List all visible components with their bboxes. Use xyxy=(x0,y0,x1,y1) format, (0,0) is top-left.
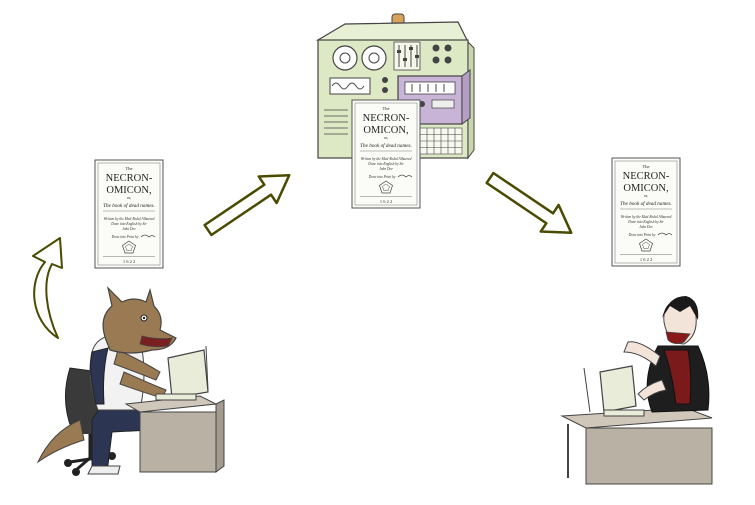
arrow-icon-download xyxy=(485,171,573,235)
arrow-icon-upload xyxy=(203,173,291,237)
book-icon-right xyxy=(611,157,681,267)
book-icon-server xyxy=(351,99,421,209)
vampire-user-icon xyxy=(560,296,713,485)
curved-arrow-icon xyxy=(32,237,63,339)
werewolf-user-icon xyxy=(36,286,225,476)
computer-server-icon xyxy=(315,13,475,160)
book-icon-left xyxy=(94,159,164,269)
